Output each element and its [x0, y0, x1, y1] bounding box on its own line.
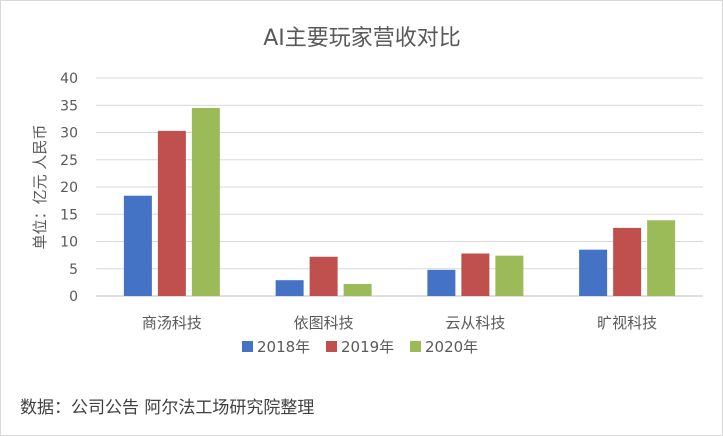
legend: 2018年 2019年 2020年 [242, 338, 478, 356]
legend-swatch [326, 341, 337, 352]
bar-1-2 [157, 130, 186, 296]
legend-label: 2019年 [341, 338, 394, 356]
category-label: 云从科技 [445, 314, 505, 332]
y-tick-label: 30 [60, 126, 78, 142]
x-axis-categories: 商汤科技 依图科技 云从科技 旷视科技 [142, 314, 657, 332]
bar-3-1 [427, 269, 456, 296]
bars [123, 107, 676, 296]
bar-4-2 [613, 227, 642, 296]
legend-swatch [410, 341, 421, 352]
category-label: 依图科技 [294, 314, 354, 332]
source-note: 数据：公司公告 阿尔法工场研究院整理 [20, 398, 314, 418]
bar-1-1 [123, 195, 152, 296]
bar-2-2 [309, 256, 338, 296]
bar-2-3 [343, 284, 372, 296]
y-axis-ticks: 0 5 10 15 20 25 30 35 40 [60, 71, 78, 305]
chart-title: AI主要玩家营收对比 [263, 26, 461, 51]
bar-4-1 [579, 249, 608, 296]
bar-3-3 [495, 255, 524, 296]
y-axis-label: 单位：亿元 人民币 [31, 125, 49, 250]
bar-4-3 [647, 220, 676, 296]
legend-swatch [242, 341, 253, 352]
y-tick-label: 5 [69, 262, 78, 278]
bar-1-3 [191, 107, 220, 296]
y-tick-label: 35 [60, 98, 78, 114]
bar-2-1 [275, 280, 304, 296]
legend-label: 2020年 [425, 338, 478, 356]
y-tick-label: 15 [60, 207, 78, 223]
y-tick-label: 25 [60, 153, 78, 169]
category-label: 商汤科技 [142, 314, 202, 332]
y-tick-label: 0 [69, 289, 78, 305]
bar-3-2 [461, 253, 490, 296]
category-label: 旷视科技 [597, 314, 657, 332]
legend-label: 2018年 [257, 338, 310, 356]
y-tick-label: 10 [60, 235, 78, 251]
y-tick-label: 40 [60, 71, 78, 87]
gridlines [96, 77, 703, 297]
y-tick-label: 20 [60, 180, 78, 196]
